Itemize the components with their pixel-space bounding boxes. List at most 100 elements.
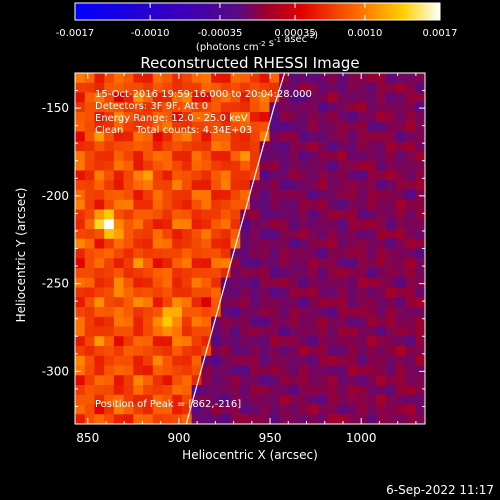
- heatmap-cell: [347, 414, 358, 424]
- heatmap-cell: [327, 73, 338, 84]
- heatmap-cell: [269, 141, 280, 152]
- heatmap-cell: [123, 121, 134, 132]
- heatmap-cell: [104, 219, 115, 230]
- heatmap-cell: [298, 73, 309, 84]
- heatmap-cell: [366, 287, 377, 298]
- heatmap-cell: [133, 414, 144, 424]
- heatmap-cell: [104, 131, 115, 142]
- heatmap-cell: [327, 112, 338, 123]
- heatmap-cell: [327, 121, 338, 132]
- heatmap-cell: [376, 385, 387, 396]
- heatmap-cell: [405, 258, 416, 269]
- heatmap-cell: [269, 190, 280, 201]
- heatmap-cell: [152, 297, 163, 308]
- heatmap-cell: [162, 82, 173, 93]
- heatmap-cell: [113, 297, 125, 308]
- heatmap-cell: [230, 365, 241, 376]
- heatmap-cell: [279, 121, 290, 132]
- heatmap-cell: [337, 229, 348, 240]
- heatmap-cell: [308, 326, 319, 337]
- heatmap-cell: [230, 151, 241, 162]
- heatmap-cell: [405, 170, 416, 181]
- heatmap-cell: [250, 307, 261, 318]
- heatmap-cell: [356, 112, 368, 123]
- heatmap-cell: [415, 248, 425, 259]
- heatmap-cell: [143, 394, 154, 405]
- heatmap-cell: [337, 160, 348, 171]
- heatmap-cell: [386, 268, 397, 279]
- heatmap-cell: [298, 414, 309, 424]
- heatmap-cell: [347, 287, 358, 298]
- heatmap-cell: [269, 394, 280, 405]
- heatmap-cell: [318, 190, 329, 201]
- heatmap-cell: [259, 277, 270, 288]
- heatmap-cell: [405, 375, 416, 386]
- heatmap-cell: [269, 131, 280, 142]
- heatmap-cell: [133, 297, 144, 308]
- heatmap-cell: [376, 277, 387, 288]
- heatmap-cell: [386, 121, 397, 132]
- heatmap-cell: [143, 355, 154, 366]
- heatmap-cell: [191, 229, 202, 240]
- heatmap-cell: [259, 268, 270, 279]
- heatmap-cell: [211, 365, 222, 376]
- heatmap-cell: [405, 385, 416, 396]
- heatmap-cell: [415, 82, 425, 93]
- heatmap-cell: [356, 238, 368, 249]
- heatmap-cell: [143, 160, 154, 171]
- heatmap-cell: [250, 414, 261, 424]
- heatmap-cell: [337, 385, 348, 396]
- heatmap-cell: [288, 131, 300, 142]
- heatmap-cell: [356, 180, 368, 191]
- heatmap-cell: [279, 209, 290, 220]
- heatmap-cell: [104, 258, 115, 269]
- heatmap-cell: [269, 385, 280, 396]
- heatmap-cell: [240, 219, 251, 230]
- heatmap-cell: [84, 151, 95, 162]
- heatmap-cell: [220, 414, 231, 424]
- heatmap-cell: [84, 307, 95, 318]
- heatmap-cell: [308, 268, 319, 279]
- heatmap-cell: [318, 170, 329, 181]
- heatmap-cell: [279, 248, 290, 259]
- heatmap-cell: [152, 268, 163, 279]
- heatmap-cell: [191, 326, 202, 337]
- heatmap-cell: [201, 131, 212, 142]
- heatmap-cell: [386, 73, 397, 84]
- heatmap-cell: [230, 102, 241, 113]
- heatmap-cell: [181, 336, 193, 347]
- heatmap-cell: [220, 160, 231, 171]
- heatmap-cell: [308, 199, 319, 210]
- heatmap-cell: [240, 82, 251, 93]
- heatmap-cell: [84, 92, 95, 103]
- heatmap-cell: [123, 316, 134, 327]
- heatmap-cell: [308, 131, 319, 142]
- heatmap-cell: [230, 268, 241, 279]
- heatmap-cell: [220, 151, 231, 162]
- heatmap-cell: [318, 336, 329, 347]
- heatmap-cell: [386, 199, 397, 210]
- heatmap-cell: [240, 238, 251, 249]
- heatmap-cell: [220, 297, 231, 308]
- heatmap-cell: [327, 258, 338, 269]
- heatmap-cell: [318, 297, 329, 308]
- heatmap-cell: [376, 102, 387, 113]
- heatmap-cell: [269, 209, 280, 220]
- heatmap-cell: [113, 316, 125, 327]
- heatmap-cell: [152, 112, 163, 123]
- heatmap-cell: [250, 209, 261, 220]
- heatmap-cell: [279, 277, 290, 288]
- heatmap-cell: [191, 258, 202, 269]
- heatmap-cell: [220, 199, 231, 210]
- heatmap-cell: [162, 404, 173, 415]
- heatmap-cell: [162, 375, 173, 386]
- heatmap-cell: [366, 102, 377, 113]
- heatmap-cell: [366, 209, 377, 220]
- heatmap-cell: [191, 73, 202, 84]
- heatmap-cell: [94, 92, 105, 103]
- heatmap-cell: [123, 209, 134, 220]
- heatmap-cell: [230, 73, 241, 84]
- heatmap-cell: [211, 355, 222, 366]
- heatmap-cell: [75, 170, 86, 181]
- colorbar-tick-label: 0.0017: [423, 28, 458, 39]
